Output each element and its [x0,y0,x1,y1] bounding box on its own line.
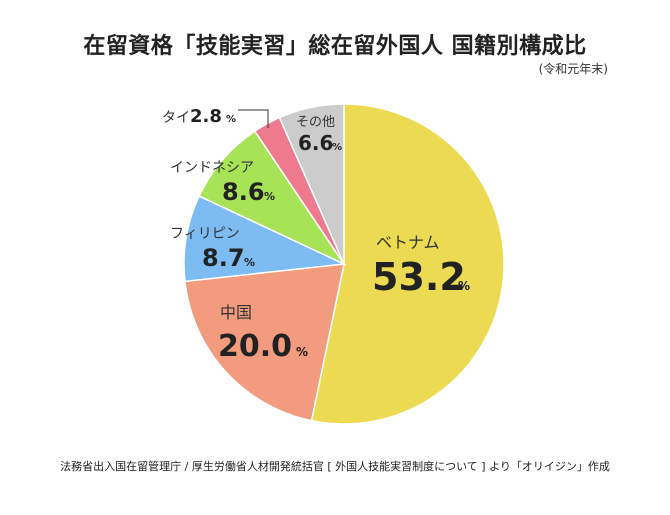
pie-slice-5 [278,103,345,265]
pie-slice-2 [183,195,347,283]
leader-line-thai [238,109,269,128]
slice-unit-2: % [244,256,255,269]
chart-subtitle: (令和元年末) [538,62,608,76]
pie-slice-1 [184,263,345,422]
slice-value-2: 8.7 [202,244,245,272]
slice-unit-1: % [296,345,308,359]
slice-label-2: フィリピン [170,226,240,242]
slice-unit-0: % [458,279,470,293]
pie-slice-3 [198,130,347,266]
slice-value-1: 20.0 [218,329,292,364]
slice-value-0: 53.2 [372,255,466,299]
pie-slice-0 [310,103,505,425]
slice-label-0: ベトナム [376,233,440,252]
slice-label-4: タイ [162,110,190,126]
slice-value-5: 6.6 [298,131,333,155]
slice-value-4: 2.8 [190,106,222,127]
chart-title: 在留資格「技能実習」総在留外国人 国籍別構成比 [83,34,587,59]
slice-label-5: その他 [296,115,335,130]
slice-value-3: 8.6 [222,178,265,206]
slice-unit-5: % [332,142,342,153]
slice-unit-3: % [264,190,275,203]
slice-unit-4: % [226,114,236,125]
slice-label-1: 中国 [220,303,252,322]
slice-label-3: インドネシア [170,160,254,176]
source-note: 法務省出入国在留管理庁 / 厚生労働省人材開発統括官 [ 外国人技能実習制度につ… [60,460,610,473]
